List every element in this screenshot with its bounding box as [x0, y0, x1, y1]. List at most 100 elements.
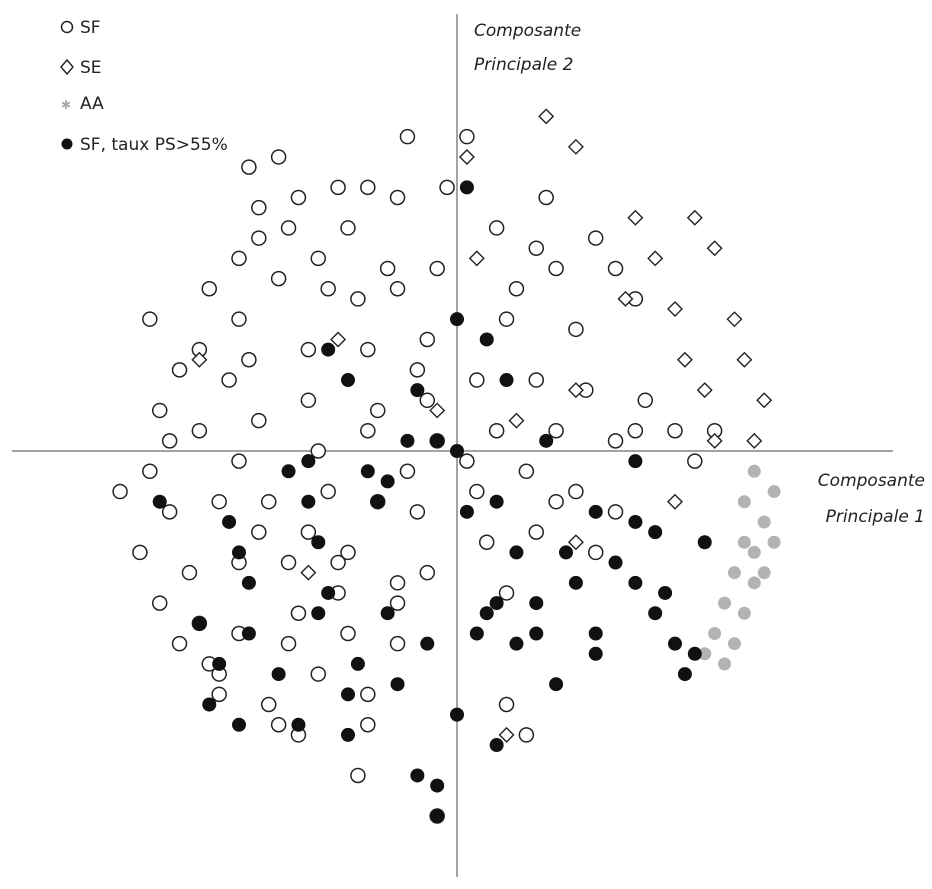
- legend-open-diamond-icon: [60, 58, 74, 76]
- point-open-circle-51: [409, 504, 426, 520]
- point-open-diamond-7: [617, 290, 634, 307]
- point-open-circle-22: [360, 341, 376, 358]
- point-grey-star-6: [757, 515, 771, 529]
- point-filled-circle-53: [588, 646, 603, 661]
- point-open-circle-92: [280, 220, 297, 236]
- point-open-circle-57: [478, 534, 495, 551]
- point-open-circle-67: [290, 605, 307, 621]
- point-filled-circle-66: [687, 646, 702, 661]
- point-open-diamond-12: [696, 382, 713, 399]
- point-grey-star-0: [747, 464, 761, 478]
- point-open-circle-39: [488, 422, 505, 439]
- point-open-circle-46: [161, 504, 178, 520]
- point-open-circle-114: [280, 635, 297, 652]
- point-filled-circle-55: [202, 697, 217, 712]
- point-filled-circle-54: [677, 667, 692, 682]
- point-open-circle-7: [389, 189, 406, 206]
- point-open-circle-49: [320, 483, 336, 500]
- point-open-circle-52: [469, 483, 485, 500]
- point-open-circle-82: [350, 767, 366, 784]
- point-filled-circle-48: [271, 667, 286, 682]
- point-filled-circle-2: [479, 332, 494, 347]
- point-open-diamond-19: [330, 331, 347, 348]
- point-open-circle-44: [142, 463, 158, 480]
- point-open-circle-58: [419, 564, 436, 581]
- point-filled-circle-4: [341, 373, 355, 388]
- point-open-circle-4: [290, 189, 307, 206]
- point-open-circle-99: [538, 189, 554, 206]
- point-filled-circle-23: [648, 525, 663, 540]
- point-open-circle-96: [508, 281, 525, 297]
- point-open-circle-54: [568, 483, 584, 500]
- point-grey-star-8: [747, 576, 761, 590]
- point-filled-circle-13: [281, 464, 296, 479]
- point-grey-star-3: [727, 566, 741, 580]
- point-open-diamond-10: [736, 351, 753, 368]
- point-filled-circle-58: [341, 687, 355, 702]
- point-open-circle-12: [350, 291, 366, 307]
- point-open-circle-101: [320, 281, 336, 297]
- point-open-circle-71: [498, 585, 515, 601]
- point-filled-circle-45: [648, 606, 663, 621]
- point-open-circle-38: [548, 422, 564, 439]
- point-filled-circle-30: [697, 535, 712, 550]
- point-open-circle-78: [360, 717, 376, 733]
- point-open-circle-29: [300, 392, 317, 409]
- point-filled-circle-33: [489, 596, 504, 611]
- point-open-circle-93: [231, 250, 247, 267]
- point-grey-star-4: [718, 596, 732, 610]
- point-filled-circle-42: [479, 606, 494, 621]
- point-filled-circle-40: [311, 606, 326, 621]
- x-axis-label-line2: Principale 1: [826, 507, 925, 527]
- point-filled-circle-34: [529, 596, 544, 611]
- point-open-circle-31: [419, 392, 436, 409]
- point-open-circle-68: [340, 625, 356, 642]
- point-filled-circle-18: [301, 494, 316, 509]
- x-axis-label-line1: Composante: [818, 471, 925, 491]
- point-open-circle-87: [142, 311, 158, 327]
- point-filled-circle-39: [241, 626, 256, 641]
- point-grey-star-2: [737, 535, 751, 549]
- point-open-circle-95: [409, 362, 426, 378]
- point-open-circle-79: [498, 696, 515, 713]
- point-open-circle-74: [360, 686, 376, 703]
- point-open-diamond-3: [627, 209, 644, 226]
- point-open-circle-56: [528, 524, 545, 540]
- point-grey-star-5: [708, 627, 722, 641]
- point-open-circle-45: [112, 483, 128, 500]
- point-filled-circle-46: [668, 636, 682, 651]
- point-open-circle-20: [498, 311, 515, 327]
- point-open-circle-43: [231, 453, 247, 469]
- point-filled-circle-59: [390, 677, 405, 692]
- point-filled-circle-37: [658, 585, 673, 600]
- point-filled-circle-26: [459, 504, 474, 519]
- point-filled-circle-41: [380, 606, 395, 621]
- point-open-circle-108: [548, 493, 564, 510]
- point-filled-circle-28: [559, 545, 573, 560]
- point-filled-circle-21: [588, 504, 603, 519]
- point-open-circle-107: [459, 453, 475, 469]
- point-filled-circle-32: [321, 585, 336, 600]
- point-open-circle-25: [171, 362, 188, 378]
- point-grey-star-13: [757, 566, 771, 580]
- point-filled-circle-65: [430, 778, 445, 793]
- point-open-circle-53: [518, 463, 535, 480]
- point-filled-circle-12: [301, 454, 316, 469]
- point-open-circle-14: [429, 260, 445, 277]
- point-open-circle-3: [251, 230, 267, 246]
- point-filled-circle-19: [370, 494, 385, 509]
- legend-item-aa: ✱ AA: [61, 94, 104, 114]
- point-open-circle-0: [399, 128, 416, 145]
- point-open-circle-89: [241, 159, 257, 175]
- point-filled-circle-35: [568, 575, 583, 590]
- point-open-diamond-2: [458, 148, 475, 165]
- point-filled-circle-52: [509, 636, 524, 651]
- point-filled-circle-67: [549, 677, 564, 692]
- point-open-circle-86: [687, 453, 703, 469]
- point-open-diamond-8: [667, 301, 683, 318]
- point-filled-circle-27: [509, 545, 524, 560]
- point-grey-star-15: [718, 657, 732, 671]
- point-open-circle-64: [151, 595, 168, 611]
- point-filled-circle-56: [232, 717, 246, 732]
- point-open-diamond-17: [508, 412, 525, 429]
